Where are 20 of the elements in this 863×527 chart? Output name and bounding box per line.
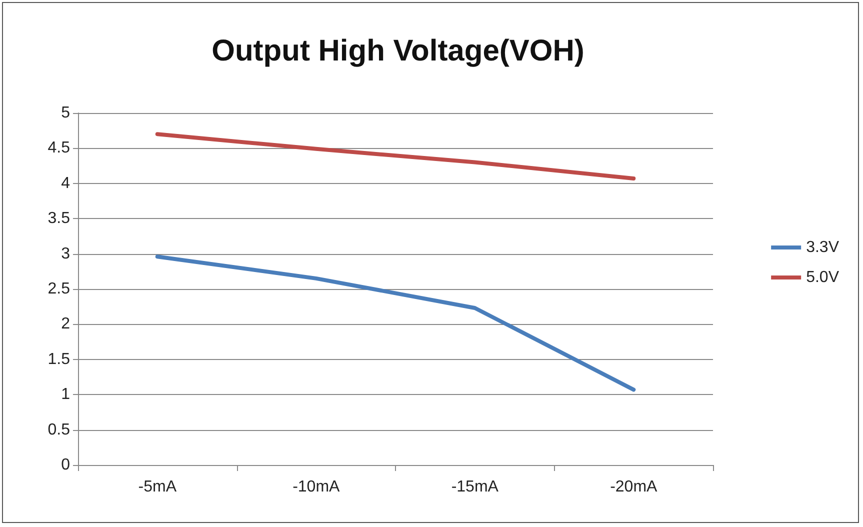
y-tick-label: 0.5: [48, 421, 70, 438]
y-tick-label: 1: [61, 386, 70, 404]
x-tick-label: -15mA: [451, 478, 499, 496]
chart-title: Output High Voltage(VOH): [212, 34, 584, 68]
y-tick-label: 3.5: [48, 210, 70, 228]
line-series: [155, 254, 636, 392]
y-tick-label: 2: [61, 316, 70, 333]
y-tick-label: 5: [61, 104, 70, 122]
x-tick-label: -20mA: [610, 478, 658, 496]
y-tick-label: 4: [61, 174, 70, 192]
line-series: [155, 132, 636, 180]
y-tick-label: 4.5: [48, 140, 70, 157]
y-tick-label: 3: [61, 245, 70, 262]
y-tick-label: 1.5: [48, 350, 70, 368]
x-tick-label: -5mA: [138, 478, 177, 496]
x-tick-label: -10mA: [292, 478, 340, 496]
y-tick-label: 0: [61, 456, 70, 474]
legend-label: 5.0V: [806, 269, 840, 286]
y-tick-label: 2.5: [48, 280, 70, 298]
legend-label: 3.3V: [806, 239, 840, 256]
